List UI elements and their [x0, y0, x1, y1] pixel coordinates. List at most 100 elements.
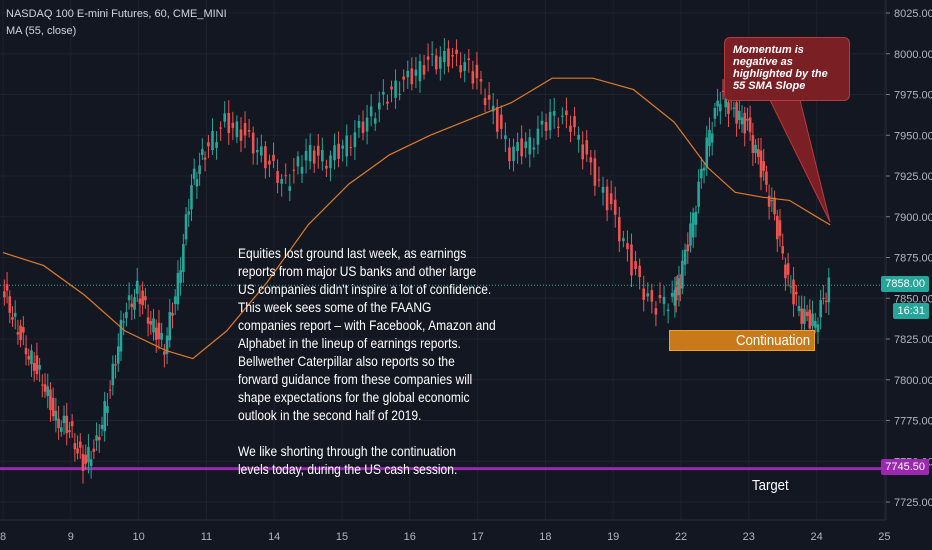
candle-body	[475, 64, 479, 79]
candle-body	[618, 217, 621, 242]
candle-body	[803, 308, 806, 324]
x-tick-label: 15	[336, 531, 348, 543]
candle-body	[471, 71, 475, 84]
candle-body	[133, 297, 136, 310]
candle-body	[65, 415, 69, 434]
momentum-callout[interactable]: Momentum is negative as highlighted by t…	[724, 37, 850, 101]
candle-body	[740, 117, 744, 125]
candle-body	[601, 186, 605, 193]
candle-body	[689, 223, 692, 246]
candle-body	[738, 110, 741, 121]
candle-body	[154, 327, 158, 340]
candle-body	[721, 90, 725, 92]
candle-body	[673, 289, 677, 306]
candle-body	[100, 424, 104, 429]
candle-body	[683, 249, 687, 265]
candle-body	[691, 212, 695, 238]
y-tick-label: 8025.00	[894, 8, 932, 20]
candle-body	[767, 195, 771, 207]
y-tick-label: 7725.00	[894, 497, 932, 509]
candle-body	[43, 384, 47, 392]
candle-body	[49, 389, 52, 411]
candle-body	[57, 418, 60, 429]
candle-body	[160, 333, 163, 340]
candle-body	[626, 243, 629, 250]
candle-body	[264, 146, 267, 169]
x-tick-label: 17	[471, 531, 483, 543]
candle-body	[605, 186, 609, 211]
candle-body	[163, 351, 166, 355]
candle-body	[676, 281, 679, 285]
x-tick-label: 11	[201, 531, 212, 543]
y-tick-label: 8000.00	[894, 49, 932, 61]
candle-body	[345, 135, 349, 157]
candle-body	[76, 448, 79, 454]
candle-body	[819, 300, 822, 318]
candle-body	[439, 56, 442, 69]
last-price-badge: 7858.00	[881, 276, 929, 292]
candle-body	[361, 121, 365, 133]
candle-body	[32, 363, 36, 371]
candle-body	[300, 166, 304, 174]
candle-body	[597, 179, 601, 181]
candle-body	[751, 135, 755, 153]
candle-body	[500, 114, 503, 129]
commentary-text[interactable]: Equities lost ground last week, as earni…	[238, 244, 513, 496]
x-tick-label: 14	[268, 531, 280, 543]
candle-body	[272, 154, 275, 162]
candle-body	[103, 401, 106, 432]
candle-body	[87, 447, 90, 463]
candle-body	[512, 146, 515, 162]
candle-body	[773, 197, 776, 215]
candle-body	[73, 443, 77, 450]
candle-body	[762, 161, 766, 171]
symbol-title[interactable]: NASDAQ 100 E-mini Futures, 60, CME_MINI	[6, 8, 227, 20]
candle-body	[141, 290, 144, 306]
candle-body	[125, 312, 128, 319]
candle-body	[365, 117, 369, 132]
candle-body	[30, 350, 33, 365]
candle-body	[816, 324, 820, 332]
candle-body	[573, 116, 576, 128]
candle-body	[138, 298, 142, 304]
candle-body	[418, 61, 422, 82]
candle-body	[3, 291, 6, 298]
candle-body	[184, 214, 188, 240]
candle-body	[724, 97, 728, 108]
candle-body	[792, 279, 795, 305]
candle-body	[130, 303, 134, 307]
candle-body	[35, 355, 39, 375]
candle-body	[292, 169, 296, 171]
candle-body	[219, 127, 222, 129]
candle-body	[447, 48, 450, 67]
candle-body	[13, 312, 17, 317]
candle-body	[800, 308, 803, 324]
continuation-zone[interactable]	[669, 330, 815, 351]
candle-body	[552, 111, 556, 116]
candle-body	[84, 454, 88, 464]
candle-body	[754, 144, 757, 154]
legend: NASDAQ 100 E-mini Futures, 60, CME_MINI …	[6, 6, 227, 40]
candle-body	[108, 389, 112, 391]
candle-body	[646, 293, 650, 297]
candle-body	[325, 165, 328, 169]
candle-body	[119, 319, 123, 352]
candle-body	[333, 145, 336, 161]
candle-body	[609, 193, 613, 205]
candle-body	[638, 265, 641, 278]
candle-body	[106, 406, 109, 413]
commentary-paragraph-2: We like shorting through the continuatio…	[238, 443, 458, 477]
candle-body	[784, 264, 787, 279]
candle-body	[41, 384, 44, 386]
candle-body	[797, 306, 801, 312]
candle-body	[630, 244, 633, 276]
candle-body	[520, 138, 523, 157]
candle-body	[329, 155, 332, 169]
candle-body	[822, 297, 825, 299]
candle-body	[390, 86, 393, 90]
y-tick-label: 7900.00	[894, 212, 932, 224]
indicator-title[interactable]: MA (55, close)	[6, 25, 77, 37]
candle-body	[402, 76, 405, 80]
